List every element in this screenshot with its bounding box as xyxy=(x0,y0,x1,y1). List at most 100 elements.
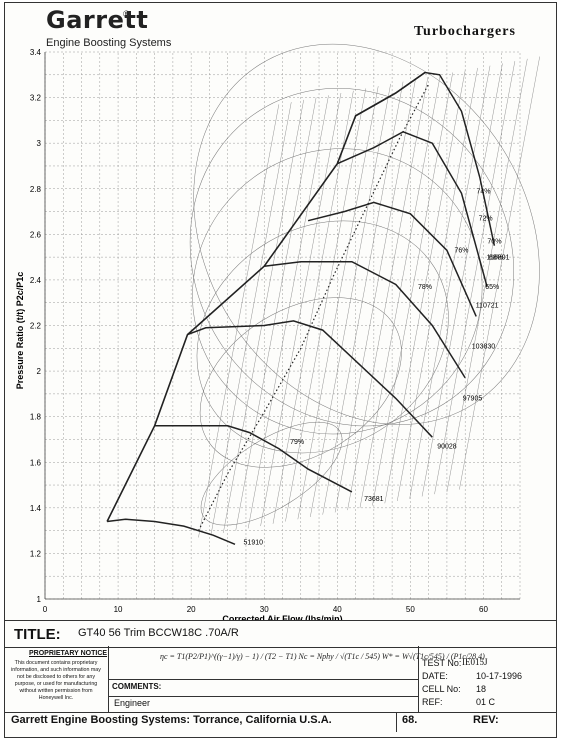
x-tick-label: 20 xyxy=(187,605,196,614)
y-tick-label: 3.4 xyxy=(30,48,42,57)
info-box xyxy=(418,646,557,712)
efficiency-label: 70% xyxy=(487,238,501,245)
speed-line-97905 xyxy=(264,260,466,379)
speed-line-73681 xyxy=(154,425,353,493)
efficiency-label: 74% xyxy=(476,188,490,195)
efficiency-label: 72% xyxy=(479,216,493,223)
garrett-logo: Garrett xyxy=(46,6,149,34)
flow-hatch-line xyxy=(247,95,329,529)
y-tick-label: 2.6 xyxy=(30,230,42,239)
efficiency-label: 78% xyxy=(418,284,432,291)
speed-line-51910 xyxy=(107,518,236,545)
brand-label: Turbochargers xyxy=(414,24,516,39)
footer-row xyxy=(5,712,557,733)
speed-line-label: 90028 xyxy=(437,444,457,451)
speed-line-label: 116891 xyxy=(487,254,510,261)
flow-hatch-line xyxy=(198,104,280,538)
speed-line-label: 110721 xyxy=(476,302,499,309)
flow-hatch-line xyxy=(235,97,317,531)
footer-company: Garrett Engine Boosting Systems: Torranc… xyxy=(11,714,332,726)
flow-hatch-line xyxy=(210,102,292,536)
title-label: TITLE: xyxy=(14,626,61,643)
title-value: GT40 56 Trim BCCW18C .70A/R xyxy=(78,627,239,639)
footer-rev: REV: xyxy=(473,714,499,726)
compressor-map-chart: 0 10 20 30 40 50 60 1 1.2 1.4 1.6 1.8 2 2.2 2.4 2.6 2.8 3… xyxy=(15,43,540,620)
speed-line-label: 51910 xyxy=(244,539,264,546)
flow-hatch-line xyxy=(285,88,367,522)
efficiency-label: 76% xyxy=(455,248,469,255)
flow-hatch-line xyxy=(359,74,441,508)
y-tick-label: 2.2 xyxy=(30,322,42,331)
test-no-label: TEST No: xyxy=(422,658,462,668)
y-tick-label: 1.2 xyxy=(30,549,42,558)
registered-mark: ® xyxy=(123,9,130,19)
notice-box xyxy=(5,646,109,712)
y-tick-label: 1.8 xyxy=(30,413,42,422)
flow-hatch-line xyxy=(322,81,404,515)
flow-hatch-line xyxy=(297,86,379,520)
max-efficiency-line xyxy=(197,83,430,531)
ref-label: REF: xyxy=(422,697,443,707)
y-tick-label: 2.8 xyxy=(30,185,42,194)
logo-subtitle: Engine Boosting Systems xyxy=(46,37,172,49)
y-tick-label: 2 xyxy=(37,367,42,376)
flow-hatch-line xyxy=(223,99,304,533)
notice-heading: PROPRIETARY NOTICE xyxy=(29,650,108,657)
x-tick-label: 50 xyxy=(406,605,415,614)
speed-line-90028 xyxy=(187,320,433,438)
cell-value: 18 xyxy=(476,684,487,694)
x-tick-label: 30 xyxy=(260,605,269,614)
flow-hatch-line xyxy=(260,92,342,527)
ref-value: 01 C xyxy=(476,697,496,707)
speed-line-label: 97905 xyxy=(463,396,483,403)
engineer-label: Engineer xyxy=(114,698,151,708)
y-tick-label: 3 xyxy=(37,139,42,148)
y-tick-label: 1.6 xyxy=(30,458,42,467)
speed-line-116891 xyxy=(355,71,496,246)
test-no-value: IE015J xyxy=(462,657,488,667)
date-value: 10-17-1996 xyxy=(476,671,523,681)
x-tick-label: 0 xyxy=(43,605,48,614)
date-label: DATE: xyxy=(422,671,448,681)
efficiency-island xyxy=(189,88,514,427)
x-axis-label: Corrected Air Flow (lbs/min) xyxy=(222,614,342,620)
y-tick-label: 1 xyxy=(37,595,42,604)
efficiency-label: 65% xyxy=(485,284,499,291)
flow-hatch-line xyxy=(434,61,516,495)
title-row xyxy=(5,620,557,648)
efficiency-island xyxy=(192,148,483,435)
efficiency-label: 68% xyxy=(489,254,503,261)
efficiency-island xyxy=(193,43,540,425)
engineer-row xyxy=(109,696,418,697)
y-axis-label: Pressure Ratio (t/t) P2c/P1c xyxy=(15,272,25,390)
speed-line-110721 xyxy=(336,130,488,287)
efficiency-island xyxy=(199,297,402,468)
footer-number: 68. xyxy=(402,714,418,726)
flow-hatch-line xyxy=(446,58,528,492)
flow-hatch-line xyxy=(372,72,453,506)
footer-divider xyxy=(396,712,397,732)
y-tick-label: 2.4 xyxy=(30,276,42,285)
flow-hatch-line xyxy=(334,79,416,513)
efficiency-label: 79% xyxy=(290,439,304,446)
notice-text: This document contains proprietary infor… xyxy=(11,660,101,702)
efficiency-formula: ηc = T1(P2/P1)^((γ−1)/γ) − 1) / (T2 − T1… xyxy=(160,652,485,661)
y-tick-label: 1.4 xyxy=(30,504,42,513)
efficiency-island xyxy=(200,421,343,526)
flow-hatch-line xyxy=(421,63,503,497)
flow-hatch-line xyxy=(310,83,391,517)
comments-label: COMMENTS: xyxy=(112,682,162,691)
flow-hatch-line xyxy=(409,65,491,499)
y-tick-label: 3.2 xyxy=(30,94,42,103)
comments-box xyxy=(109,679,418,713)
cell-label: CELL No: xyxy=(422,684,461,694)
flow-hatch-line xyxy=(459,56,540,490)
flow-hatch-line xyxy=(397,67,478,502)
speed-line-103830 xyxy=(307,201,477,317)
x-tick-label: 10 xyxy=(114,605,123,614)
flow-hatch-line xyxy=(347,77,429,511)
flow-hatch-line xyxy=(384,70,466,504)
speed-line-label: 73681 xyxy=(364,496,384,503)
flow-hatch-line xyxy=(272,90,354,524)
x-tick-label: 60 xyxy=(479,605,488,614)
